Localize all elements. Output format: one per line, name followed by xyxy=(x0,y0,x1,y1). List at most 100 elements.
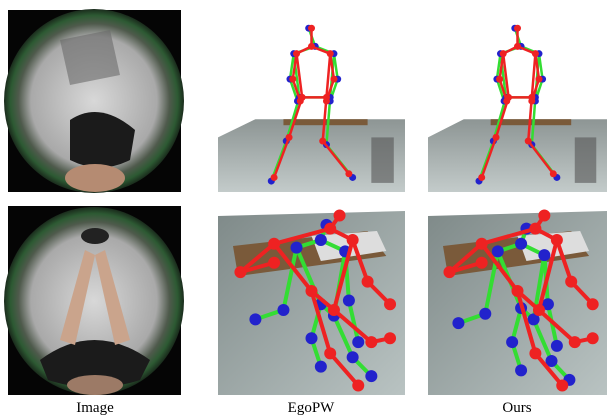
predicted-joint xyxy=(524,137,532,145)
ground-truth-joint xyxy=(506,336,519,349)
face xyxy=(67,375,123,395)
ground-truth-joint xyxy=(314,234,327,247)
predicted-joint xyxy=(556,379,569,392)
body-torso xyxy=(70,112,135,168)
ground-truth-joint xyxy=(550,339,563,352)
ground-truth-joint xyxy=(515,237,528,250)
predicted-bone xyxy=(295,52,304,99)
ground-truth-bone xyxy=(530,96,537,146)
ground-truth-joint xyxy=(545,354,558,367)
predicted-bone xyxy=(526,139,555,176)
predicted-joint xyxy=(505,93,513,101)
ground-truth-bone xyxy=(325,96,332,146)
predicted-bone xyxy=(328,351,361,388)
arm-left xyxy=(60,250,95,345)
predicted-joint xyxy=(565,275,578,288)
predicted-bone xyxy=(536,238,559,312)
predicted-joint xyxy=(293,50,301,58)
predicted-joint xyxy=(333,209,346,222)
predicted-joint xyxy=(234,266,247,279)
predicted-joint xyxy=(514,24,521,32)
ground-truth-joint xyxy=(249,313,262,326)
ground-truth-joint xyxy=(290,241,303,254)
fisheye-view xyxy=(4,207,184,395)
ground-truth-joint xyxy=(314,360,327,373)
predicted-joint xyxy=(532,303,545,316)
predicted-bone xyxy=(331,238,355,312)
predicted-joint xyxy=(475,237,488,250)
predicted-joint xyxy=(499,50,507,58)
ground-truth-bone xyxy=(531,317,554,363)
table-paper xyxy=(311,231,387,261)
predicted-bone xyxy=(272,136,291,179)
face xyxy=(65,164,125,192)
predicted-joint xyxy=(361,275,374,288)
predicted-joint xyxy=(346,234,359,247)
predicted-bone xyxy=(536,307,577,345)
predicted-joint xyxy=(535,75,543,83)
desk xyxy=(60,30,120,85)
predicted-joint xyxy=(492,133,500,141)
predicted-bone xyxy=(309,289,333,356)
predicted-joint xyxy=(270,173,278,181)
scene-panel xyxy=(428,10,607,192)
ground-truth-joint xyxy=(305,332,318,345)
scene-panel xyxy=(218,10,405,192)
ground-truth-joint xyxy=(352,336,365,349)
predicted-joint xyxy=(528,93,536,101)
predicted-joint xyxy=(538,209,551,222)
predicted-joint xyxy=(330,75,338,83)
caption: EgoPW xyxy=(288,400,336,416)
predicted-joint xyxy=(289,75,297,83)
predicted-joint xyxy=(308,42,315,50)
predicted-joint xyxy=(443,266,456,279)
ground-truth-joint xyxy=(491,245,504,258)
input-image-bottom xyxy=(4,206,184,395)
predicted-joint xyxy=(298,93,306,101)
predicted-joint xyxy=(308,24,315,32)
ground-truth-joint xyxy=(452,317,465,330)
floor xyxy=(218,119,405,192)
predicted-bone xyxy=(480,136,498,179)
predicted-bone xyxy=(238,241,277,275)
predicted-joint xyxy=(550,234,563,247)
predicted-joint xyxy=(305,285,318,298)
predicted-bone xyxy=(350,238,370,284)
predicted-joint xyxy=(586,298,599,311)
predicted-bone xyxy=(515,289,538,356)
predicted-joint xyxy=(586,332,599,345)
ground-truth-bone xyxy=(281,245,299,312)
ground-truth-joint xyxy=(538,249,551,262)
chair xyxy=(574,137,597,183)
predicted-joint xyxy=(496,75,504,83)
ground-truth-joint xyxy=(515,364,528,377)
predicted-joint xyxy=(324,222,337,235)
predicted-bone xyxy=(530,52,537,99)
predicted-joint xyxy=(384,298,397,311)
ground-truth-joint xyxy=(365,370,378,383)
predicted-joint xyxy=(529,347,542,360)
scene-panel xyxy=(218,209,405,395)
predicted-bone xyxy=(533,351,565,388)
predicted-joint xyxy=(285,133,293,141)
predicted-bone xyxy=(554,238,574,284)
arm-right xyxy=(95,250,130,345)
predicted-joint xyxy=(529,222,542,235)
predicted-joint xyxy=(478,173,486,181)
predicted-joint xyxy=(475,256,488,269)
caption: Image xyxy=(76,400,114,416)
ground-truth-joint xyxy=(541,298,554,311)
predicted-joint xyxy=(319,137,327,145)
predicted-bone xyxy=(479,226,538,246)
predicted-bone xyxy=(501,52,510,99)
predicted-bone xyxy=(325,52,332,99)
predicted-joint xyxy=(384,332,397,345)
input-image-top xyxy=(4,9,184,193)
predicted-bone xyxy=(272,226,333,246)
ground-truth-bone xyxy=(492,96,508,143)
predicted-joint xyxy=(268,237,281,250)
floor xyxy=(428,119,607,192)
ground-truth-joint xyxy=(479,307,492,320)
